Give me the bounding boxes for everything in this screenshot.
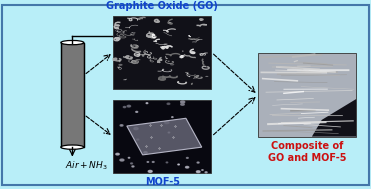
Ellipse shape — [61, 145, 84, 149]
Circle shape — [186, 167, 189, 168]
Ellipse shape — [61, 40, 84, 45]
Bar — [113, 16, 211, 88]
Circle shape — [116, 153, 119, 155]
Circle shape — [167, 103, 170, 105]
Ellipse shape — [168, 71, 171, 72]
Polygon shape — [312, 99, 356, 137]
Text: MOF-5: MOF-5 — [145, 177, 180, 187]
Bar — [258, 53, 356, 137]
Circle shape — [197, 162, 199, 163]
Circle shape — [120, 159, 124, 161]
Circle shape — [187, 157, 188, 158]
Ellipse shape — [194, 77, 197, 78]
Circle shape — [137, 139, 139, 140]
Circle shape — [132, 166, 134, 167]
Text: Graphite Oxide (GO): Graphite Oxide (GO) — [106, 2, 218, 11]
Ellipse shape — [118, 64, 122, 66]
Circle shape — [181, 103, 184, 105]
Ellipse shape — [168, 60, 170, 62]
Circle shape — [146, 103, 148, 104]
Circle shape — [128, 157, 130, 158]
Circle shape — [120, 125, 123, 126]
Circle shape — [144, 152, 147, 153]
Circle shape — [168, 132, 170, 133]
Circle shape — [131, 163, 132, 164]
Bar — [113, 100, 211, 173]
Circle shape — [205, 172, 207, 173]
Circle shape — [166, 162, 168, 163]
Ellipse shape — [203, 24, 205, 26]
Circle shape — [178, 164, 179, 165]
Circle shape — [127, 105, 131, 107]
Circle shape — [134, 128, 138, 130]
Ellipse shape — [170, 63, 174, 66]
Circle shape — [181, 101, 185, 103]
Circle shape — [165, 122, 169, 124]
Ellipse shape — [205, 76, 209, 77]
Ellipse shape — [119, 60, 121, 62]
Circle shape — [124, 106, 126, 108]
Text: $\mathit{Air + NH_3}$: $\mathit{Air + NH_3}$ — [65, 159, 108, 172]
Circle shape — [148, 170, 152, 172]
Ellipse shape — [169, 22, 171, 23]
Ellipse shape — [164, 43, 168, 45]
Ellipse shape — [182, 50, 184, 52]
Circle shape — [196, 171, 200, 173]
Polygon shape — [127, 118, 202, 155]
Bar — [61, 43, 84, 147]
Text: Composite of
GO and MOF-5: Composite of GO and MOF-5 — [268, 141, 346, 163]
